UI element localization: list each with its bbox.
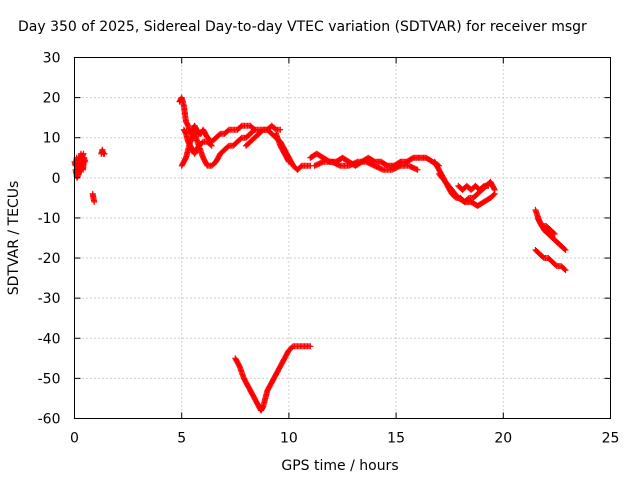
series-arc-11-16b [311,158,421,173]
data-point [485,182,492,189]
y-tick-label: 30 [43,51,61,67]
data-point [285,157,292,164]
grid [74,57,611,419]
series-arc-9-10b [273,130,292,165]
series-arc-dip [89,190,98,205]
data-point [561,266,568,273]
data-marks [71,94,569,414]
y-tick-label: -60 [38,412,61,428]
data-point [250,127,257,134]
y-tick-label: 20 [43,91,61,107]
data-point [414,166,421,173]
series-arc-21-23c [534,214,558,237]
data-point [91,198,98,205]
data-point [491,185,498,192]
y-tick-label: -50 [38,371,61,387]
series-arc-18-19 [455,182,492,193]
y-tick-label: -40 [38,331,61,347]
x-tick-label: 25 [602,431,620,447]
data-point [307,343,314,350]
data-point [101,150,108,157]
data-point [562,247,569,254]
y-tick-label: -10 [38,211,61,227]
data-point [491,190,498,197]
x-tick-label: 20 [494,431,512,447]
y-tick-label: 10 [43,131,61,147]
data-point [208,142,215,149]
chart-title: Day 350 of 2025, Sidereal Day-to-day VTE… [18,19,587,35]
data-point [562,267,569,274]
plot-frame [74,57,611,419]
x-tick-label: 10 [280,431,298,447]
x-tick-label: 15 [387,431,405,447]
series-arc-5-lower [178,126,258,169]
data-point [207,141,214,148]
y-tick-label: 0 [52,171,61,187]
series-arc-21-23b [532,247,569,274]
x-axis-label: GPS time / hours [281,458,398,474]
y-tick-label: -30 [38,291,61,307]
data-point [285,158,292,165]
data-point [277,126,284,133]
x-tick-label: 0 [70,431,79,447]
data-point [251,126,258,133]
series-arc-5-mid [180,126,215,157]
axis-ticks: 0 5 10 15 20 25 -60 -50 -40 -30 -20 -10 0 10 20 30 [38,51,620,447]
x-tick-label: 5 [177,431,186,447]
series-arc-17-20b [435,170,498,209]
y-axis-label: SDTVAR / TECUs [6,181,22,296]
data-point [550,229,557,236]
series-arc-1p3 [98,146,108,157]
data-point [551,230,558,237]
data-point [80,150,87,157]
data-point [490,191,497,198]
data-point [561,246,568,253]
series-arc-neg50 [232,343,314,414]
y-tick-label: -20 [38,251,61,267]
